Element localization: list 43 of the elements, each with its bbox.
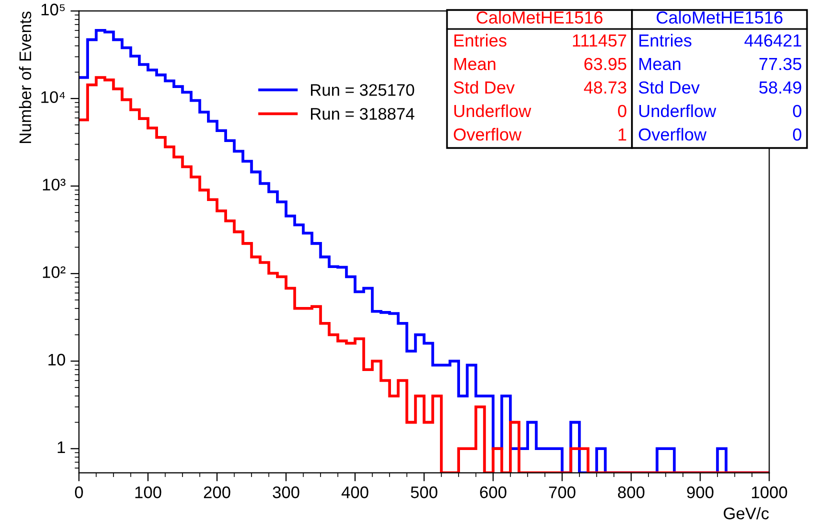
annotation: Overflow xyxy=(454,128,522,141)
y-tick-label: 10² xyxy=(42,266,66,278)
annotation: CaloMetHE1516 xyxy=(476,10,602,24)
x-tick-label: 1000 xyxy=(752,486,788,498)
x-tick-label: 800 xyxy=(618,486,644,498)
x-tick-label: 500 xyxy=(410,486,438,498)
y-tick-label: 1 xyxy=(58,442,65,453)
annotation: 48.73 xyxy=(584,81,626,94)
x-tick-label: 900 xyxy=(687,486,714,498)
text: 0 xyxy=(793,104,802,118)
x-tick-label: 0 xyxy=(74,486,83,498)
annotation: Entries xyxy=(454,34,506,47)
annotation: Overflow xyxy=(638,128,707,141)
y-tick-label: 10⁵ xyxy=(42,4,65,16)
y-tick-label: 10⁴ xyxy=(41,91,65,103)
x-axis-title: GeV/c xyxy=(724,507,769,520)
annotation: 58.49 xyxy=(759,81,802,94)
annotation: 77.35 xyxy=(759,58,802,70)
annotation: Mean xyxy=(454,58,496,70)
annotation: Mean xyxy=(639,58,680,70)
y-tick-label: 10 xyxy=(48,354,66,366)
annotation: Std Dev xyxy=(454,80,515,94)
annotation: Entries xyxy=(639,34,692,47)
legend-label: Run = 318874 xyxy=(310,108,414,120)
x-tick-label: 400 xyxy=(342,486,368,498)
annotation: Underflow xyxy=(454,104,532,118)
x-tick-label: 100 xyxy=(135,486,162,498)
annotation: Std Dev xyxy=(638,80,700,94)
x-tick-label: 600 xyxy=(480,486,506,498)
y-axis-title: Number of Events xyxy=(18,12,32,143)
annotation: 0 xyxy=(618,104,626,118)
x-tick-label: 200 xyxy=(204,486,230,498)
annotation: Underflow xyxy=(639,104,716,118)
text: 0 xyxy=(793,128,802,141)
annotation: CaloMetHE1516 xyxy=(656,10,782,24)
x-tick-label: 300 xyxy=(272,486,300,498)
legend-label: Run = 325170 xyxy=(310,84,414,96)
y-tick-label: 10³ xyxy=(42,178,66,191)
annotation: 111457 xyxy=(572,34,626,47)
annotation: 1 xyxy=(618,128,626,140)
x-tick-label: 700 xyxy=(549,486,576,498)
annotation: 63.95 xyxy=(584,58,626,70)
annotation: 446421 xyxy=(744,34,802,47)
